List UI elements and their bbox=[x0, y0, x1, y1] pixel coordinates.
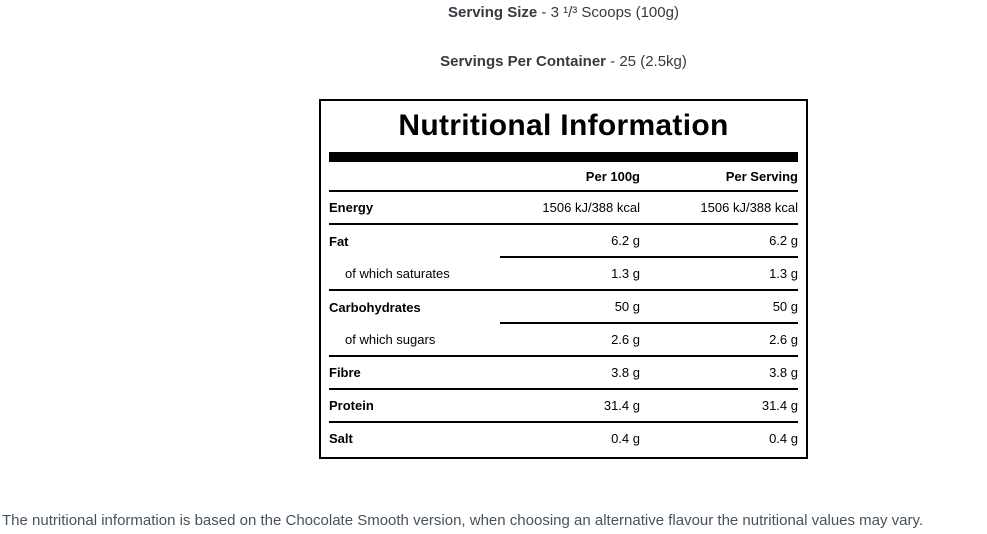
per-100g-value: 31.4 g bbox=[500, 389, 640, 423]
servings-per-container-line: Servings Per Container - 25 (2.5kg) bbox=[319, 53, 808, 70]
serving-size-separator: - bbox=[537, 4, 551, 21]
nutrition-panel: Nutritional Information Per 100g Per Ser… bbox=[319, 99, 808, 459]
per-serving-value: 0.4 g bbox=[769, 431, 798, 446]
title-separator-bar bbox=[329, 152, 798, 162]
table-row: Salt 0.4 g 0.4 g bbox=[329, 422, 798, 454]
servings-per-container-separator: - bbox=[606, 53, 620, 70]
per-100g-value: 6.2 g bbox=[500, 224, 640, 258]
per-100g-value: 2.6 g bbox=[500, 323, 640, 357]
servings-per-container-label: Servings Per Container bbox=[440, 53, 606, 70]
table-row: Energy 1506 kJ/388 kcal 1506 kJ/388 kcal bbox=[329, 191, 798, 225]
table-row: of which saturates 1.3 g 1.3 g bbox=[329, 257, 798, 291]
serving-size-line: Serving Size - 3 ¹/³ Scoops (100g) bbox=[319, 4, 808, 21]
table-row: Fibre 3.8 g 3.8 g bbox=[329, 356, 798, 390]
nutrient-label: of which sugars bbox=[329, 323, 500, 357]
per-100g-value: 50 g bbox=[500, 290, 640, 324]
nutrition-table: Per 100g Per Serving Energy 1506 kJ/388 … bbox=[329, 162, 798, 454]
serving-size-label: Serving Size bbox=[448, 4, 538, 21]
flavour-note: The nutritional information is based on … bbox=[2, 512, 924, 529]
nutrient-label: of which saturates bbox=[329, 257, 500, 291]
nutrient-label: Energy bbox=[329, 191, 500, 225]
header-per-100g: Per 100g bbox=[500, 162, 640, 192]
per-serving-value: 6.2 g bbox=[640, 224, 798, 258]
nutrient-label: Carbohydrates bbox=[329, 299, 421, 315]
nutrition-rows: Energy 1506 kJ/388 kcal 1506 kJ/388 kcal… bbox=[329, 191, 798, 454]
per-serving-value: 1.3 g bbox=[640, 257, 798, 291]
nutrient-label: Salt bbox=[329, 431, 353, 446]
per-100g-value: 3.8 g bbox=[500, 356, 640, 390]
header-per-serving: Per Serving bbox=[640, 162, 798, 192]
table-row: of which sugars 2.6 g 2.6 g bbox=[329, 323, 798, 357]
nutrient-label: Fibre bbox=[329, 356, 500, 390]
table-row: Protein 31.4 g 31.4 g bbox=[329, 389, 798, 423]
nutrient-label: Fat bbox=[329, 233, 349, 249]
per-serving-value: 31.4 g bbox=[640, 389, 798, 423]
serving-size-value: 3 ¹/³ Scoops (100g) bbox=[550, 4, 679, 21]
per-100g-value: 1506 kJ/388 kcal bbox=[500, 191, 640, 225]
per-serving-value: 50 g bbox=[640, 290, 798, 324]
per-serving-value: 3.8 g bbox=[640, 356, 798, 390]
per-100g-value: 1.3 g bbox=[500, 257, 640, 291]
table-header-row: Per 100g Per Serving bbox=[329, 162, 798, 192]
table-row: Fat 6.2 g 6.2 g bbox=[329, 224, 798, 258]
nutrient-label: Protein bbox=[329, 389, 500, 423]
servings-per-container-value: 25 (2.5kg) bbox=[619, 53, 687, 70]
nutrition-title: Nutritional Information bbox=[398, 109, 729, 142]
per-serving-value: 1506 kJ/388 kcal bbox=[640, 191, 798, 225]
header-empty-cell bbox=[329, 162, 500, 192]
per-serving-value: 2.6 g bbox=[640, 323, 798, 357]
per-100g-value: 0.4 g bbox=[611, 431, 640, 446]
table-row: Carbohydrates 50 g 50 g bbox=[329, 290, 798, 324]
